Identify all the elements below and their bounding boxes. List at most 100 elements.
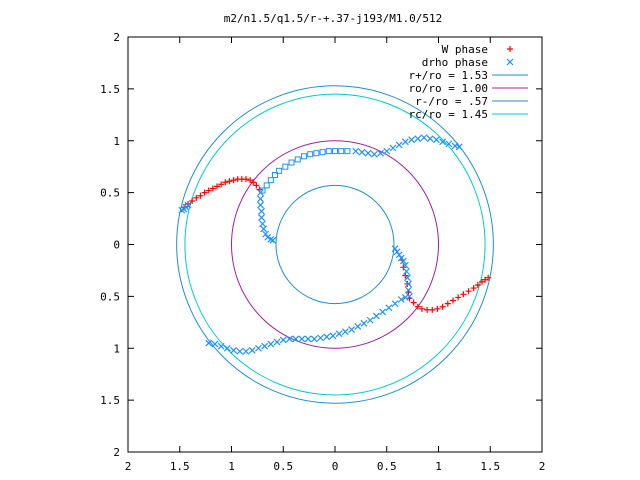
point-cross xyxy=(439,138,447,146)
point-plus xyxy=(222,179,229,186)
point-square xyxy=(313,150,320,157)
y-tick-label: 2 xyxy=(113,31,120,44)
point-cross xyxy=(401,138,409,146)
point-plus xyxy=(470,285,477,292)
point-plus xyxy=(193,194,200,201)
point-square xyxy=(344,148,351,155)
legend-label: drho phase xyxy=(422,56,488,69)
legend-swatch xyxy=(507,46,513,52)
point-cross xyxy=(397,254,405,262)
point-cross xyxy=(391,245,399,253)
point-cross xyxy=(402,268,410,275)
point-cross xyxy=(401,293,409,301)
point-cross xyxy=(236,347,244,355)
point-cross xyxy=(257,195,264,203)
point-plus xyxy=(434,305,441,312)
point-square xyxy=(271,171,278,178)
point-cross xyxy=(260,225,268,233)
point-plus xyxy=(424,306,431,313)
point-cross xyxy=(248,346,256,354)
circle-rro xyxy=(176,85,494,404)
point-cross xyxy=(393,248,401,256)
point-cross xyxy=(395,251,403,259)
point-cross xyxy=(348,326,355,333)
x-tick-label: 1 xyxy=(435,460,442,473)
y-tick-label: 0.5 xyxy=(100,187,120,200)
point-plus xyxy=(418,305,425,312)
point-cross xyxy=(352,147,360,155)
point-cross xyxy=(404,274,411,282)
point-cross xyxy=(259,220,266,228)
point-cross xyxy=(445,140,453,148)
point-cross xyxy=(317,334,324,342)
point-cross xyxy=(391,300,399,308)
point-cross xyxy=(267,340,275,348)
point-square xyxy=(267,177,274,184)
point-cross xyxy=(279,336,287,344)
y-tick-label: 2 xyxy=(113,446,120,459)
point-cross xyxy=(223,344,231,352)
point-cross xyxy=(377,149,384,157)
point-cross xyxy=(261,342,269,350)
point-cross xyxy=(310,335,318,343)
point-cross xyxy=(389,144,397,152)
point-square xyxy=(338,148,345,155)
x-tick-label: 2 xyxy=(539,460,546,473)
point-cross xyxy=(269,236,277,244)
y-tick-label: 1 xyxy=(113,342,120,355)
point-square xyxy=(263,182,270,189)
point-cross xyxy=(433,136,440,144)
point-cross xyxy=(217,342,225,350)
point-cross xyxy=(257,201,264,209)
point-plus xyxy=(209,185,216,192)
point-plus xyxy=(444,300,451,307)
point-plus xyxy=(189,197,196,204)
point-cross xyxy=(264,233,272,241)
point-plus xyxy=(253,182,260,189)
axes: 2 1.5 1 0.5 0 0.5 1 1.5 221.510.500.511.52 xyxy=(100,31,545,473)
y-tick-label: 1.5 xyxy=(100,394,120,407)
point-cross xyxy=(360,319,368,327)
point-cross xyxy=(358,148,366,156)
point-plus xyxy=(214,183,221,190)
chart-title: m2/n1.5/q1.5/r-+.37-j193/M1.0/512 xyxy=(224,12,443,25)
legend-swatch xyxy=(506,58,514,66)
point-plus xyxy=(414,303,421,310)
point-cross xyxy=(211,340,219,348)
point-cross xyxy=(366,316,374,324)
point-plus xyxy=(449,297,456,304)
y-tick-label: 0 xyxy=(113,239,120,252)
point-cross xyxy=(451,142,459,150)
point-cross xyxy=(267,235,275,243)
point-cross xyxy=(230,346,237,354)
legend-label: ro/ro = 1.00 xyxy=(409,82,488,95)
point-square xyxy=(300,153,307,160)
point-cross xyxy=(385,304,393,312)
reference-circles xyxy=(176,85,494,404)
point-cross xyxy=(455,143,463,151)
point-plus xyxy=(197,192,204,199)
point-plus xyxy=(485,274,492,281)
point-cross xyxy=(286,335,293,343)
x-tick-label: 1.5 xyxy=(480,460,500,473)
point-cross xyxy=(184,201,192,209)
point-plus xyxy=(247,177,254,184)
point-square xyxy=(307,151,314,158)
point-cross xyxy=(292,335,300,343)
point-plus xyxy=(439,303,446,310)
point-square xyxy=(288,159,295,166)
point-cross xyxy=(298,335,306,343)
point-plus xyxy=(185,201,192,208)
point-cross xyxy=(383,147,391,155)
point-plus xyxy=(250,179,257,186)
point-cross xyxy=(354,323,362,330)
point-square xyxy=(325,148,332,155)
point-square xyxy=(294,156,301,163)
point-cross xyxy=(370,150,378,158)
point-cross xyxy=(395,141,403,149)
point-plus xyxy=(242,176,249,183)
point-cross xyxy=(408,136,416,144)
point-cross xyxy=(405,280,412,288)
